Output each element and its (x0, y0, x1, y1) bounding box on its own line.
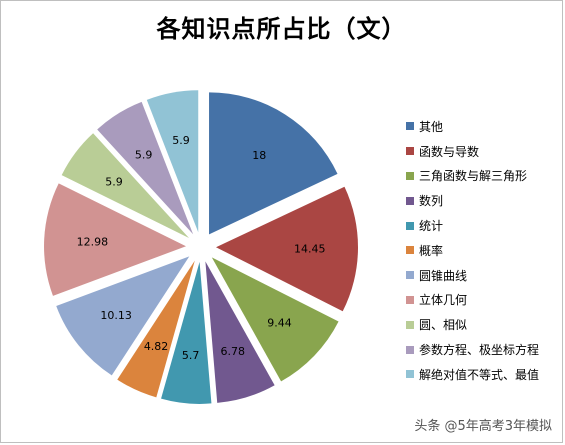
slice-value-label: 12.98 (77, 235, 109, 248)
legend-item: 概率 (406, 238, 564, 263)
legend-swatch (406, 345, 414, 354)
legend-item: 统计 (406, 213, 564, 238)
slice-value-label: 4.82 (144, 340, 169, 353)
slice-value-label: 5.9 (105, 176, 123, 189)
chart-title: 各知识点所占比（文） (156, 15, 407, 43)
legend-swatch (406, 246, 414, 255)
legend-swatch (406, 370, 414, 379)
legend-item: 三角函数与解三角形 (406, 164, 564, 189)
legend-label: 统计 (419, 219, 444, 234)
legend-label: 参数方程、极坐标方程 (419, 343, 540, 358)
pie-slice (215, 186, 358, 312)
legend-label: 圆、相似 (419, 318, 468, 333)
pie-slice (56, 256, 190, 376)
legend-item: 其他 (406, 114, 564, 139)
slice-value-label: 10.13 (100, 309, 132, 322)
legend-label: 解绝对值不等式、最值 (419, 367, 540, 382)
legend-swatch (406, 320, 414, 329)
slice-value-label: 9.44 (267, 316, 292, 329)
slice-value-label: 5.9 (135, 149, 153, 162)
legend-swatch (406, 196, 414, 205)
legend-item: 解绝对值不等式、最值 (406, 362, 564, 387)
legend-swatch (406, 221, 414, 230)
legend-label: 三角函数与解三角形 (419, 169, 528, 184)
pie-slice (211, 257, 339, 382)
pie-slice (97, 101, 194, 235)
legend-item: 参数方程、极坐标方程 (406, 337, 564, 362)
legend-swatch (406, 171, 414, 180)
pie-slice (209, 92, 338, 235)
pie-slice (61, 133, 190, 238)
pie-slice (44, 183, 187, 296)
chart-legend: 其他函数与导数三角函数与解三角形 数列统计概率圆锥曲线立体几何圆、相似参数方程、极… (406, 114, 564, 387)
legend-item: 数列 (406, 188, 564, 213)
pie-slice (117, 260, 195, 398)
legend-label: 概率 (419, 243, 444, 258)
legend-swatch (406, 147, 414, 156)
legend-item: 函数与导数 (406, 139, 564, 164)
legend-label: 数列 (419, 194, 444, 209)
legend-label: 圆锥曲线 (419, 268, 468, 283)
legend-swatch (406, 122, 414, 131)
legend-swatch (406, 295, 414, 304)
slice-value-label: 18 (252, 149, 266, 162)
pie-slice (205, 261, 275, 403)
legend-item: 圆、相似 (406, 312, 564, 337)
legend-label: 立体几何 (419, 293, 468, 308)
slice-value-label: 5.7 (182, 349, 200, 362)
legend-label: 函数与导数 (419, 144, 480, 159)
slice-value-label: 6.78 (221, 345, 246, 358)
legend-label: 其他 (419, 119, 444, 134)
pie-slice (146, 90, 199, 233)
slice-value-label: 14.45 (294, 243, 326, 256)
watermark-text: 头条 @5年高考3年模拟 (414, 419, 552, 434)
legend-item: 圆锥曲线 (406, 263, 564, 288)
legend-swatch (406, 271, 414, 280)
legend-item: 立体几何 (406, 288, 564, 313)
slice-value-label: 5.9 (172, 134, 190, 147)
pie-slice (161, 261, 212, 404)
